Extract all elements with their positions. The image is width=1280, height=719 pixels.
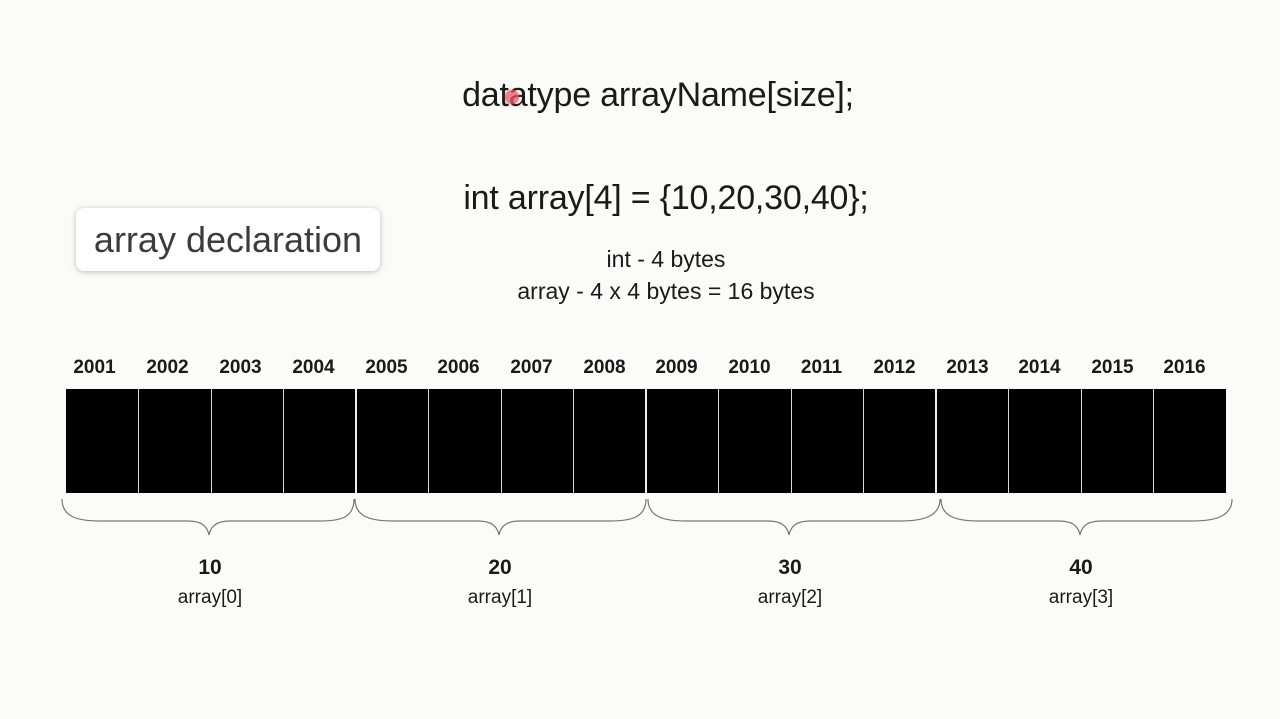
memory-cell-divider — [1008, 389, 1009, 493]
element-value: 10 — [198, 556, 222, 579]
address-label: 2009 — [655, 357, 698, 378]
address-label: 2006 — [437, 357, 480, 378]
memory-cell-divider — [501, 389, 502, 493]
memory-block-row — [66, 389, 1226, 493]
memory-cell-divider — [718, 389, 719, 493]
address-label: 2008 — [583, 357, 626, 378]
element-braces — [61, 498, 1233, 536]
address-label: 2007 — [510, 357, 553, 378]
memory-cell-divider — [791, 389, 792, 493]
pointer-cursor — [505, 90, 519, 104]
element-value: 30 — [778, 556, 802, 579]
address-label: 2012 — [873, 357, 916, 378]
element-value: 40 — [1069, 556, 1093, 579]
address-label: 2003 — [219, 357, 262, 378]
brace-element-3 — [940, 498, 1233, 536]
element-index-label: array[3] — [1048, 587, 1114, 608]
element-value: 20 — [488, 556, 512, 579]
memory-cell-divider — [1081, 389, 1082, 493]
address-label: 2011 — [800, 357, 843, 378]
address-label: 2001 — [73, 357, 116, 378]
address-label: 2014 — [1018, 357, 1061, 378]
memory-cell-divider — [211, 389, 212, 493]
memory-cell-divider — [863, 389, 864, 493]
element-boundary — [935, 389, 937, 493]
address-label: 2015 — [1091, 357, 1134, 378]
brace-element-2 — [647, 498, 941, 536]
memory-cell-divider — [573, 389, 574, 493]
element-boundary — [645, 389, 647, 493]
int-size-note: int - 4 bytes — [606, 246, 726, 272]
array-size-note: array - 4 x 4 bytes = 16 bytes — [517, 278, 815, 304]
address-label: 2013 — [946, 357, 989, 378]
element-index-label: array[0] — [177, 587, 243, 608]
address-label: 2005 — [365, 357, 408, 378]
element-index-label: array[2] — [757, 587, 823, 608]
example-declaration: int array[4] = {10,20,30,40}; — [463, 179, 869, 217]
address-label: 2016 — [1163, 357, 1206, 378]
brace-element-0 — [61, 498, 355, 536]
address-label: 2002 — [146, 357, 189, 378]
syntax-line: datatype arrayName[size]; — [462, 76, 854, 114]
memory-cell-divider — [1153, 389, 1154, 493]
brace-element-1 — [354, 498, 647, 536]
memory-cell-divider — [428, 389, 429, 493]
caption-label: array declaration — [76, 208, 380, 271]
caption-text: array declaration — [93, 218, 363, 260]
element-index-label: array[1] — [467, 587, 533, 608]
memory-cell-divider — [138, 389, 139, 493]
address-row: 2001 2002 2003 2004 2005 2006 2007 2008 … — [58, 356, 1234, 380]
element-boundary — [355, 389, 357, 493]
address-label: 2004 — [292, 357, 335, 378]
memory-cell-divider — [283, 389, 284, 493]
address-label: 2010 — [728, 357, 771, 378]
